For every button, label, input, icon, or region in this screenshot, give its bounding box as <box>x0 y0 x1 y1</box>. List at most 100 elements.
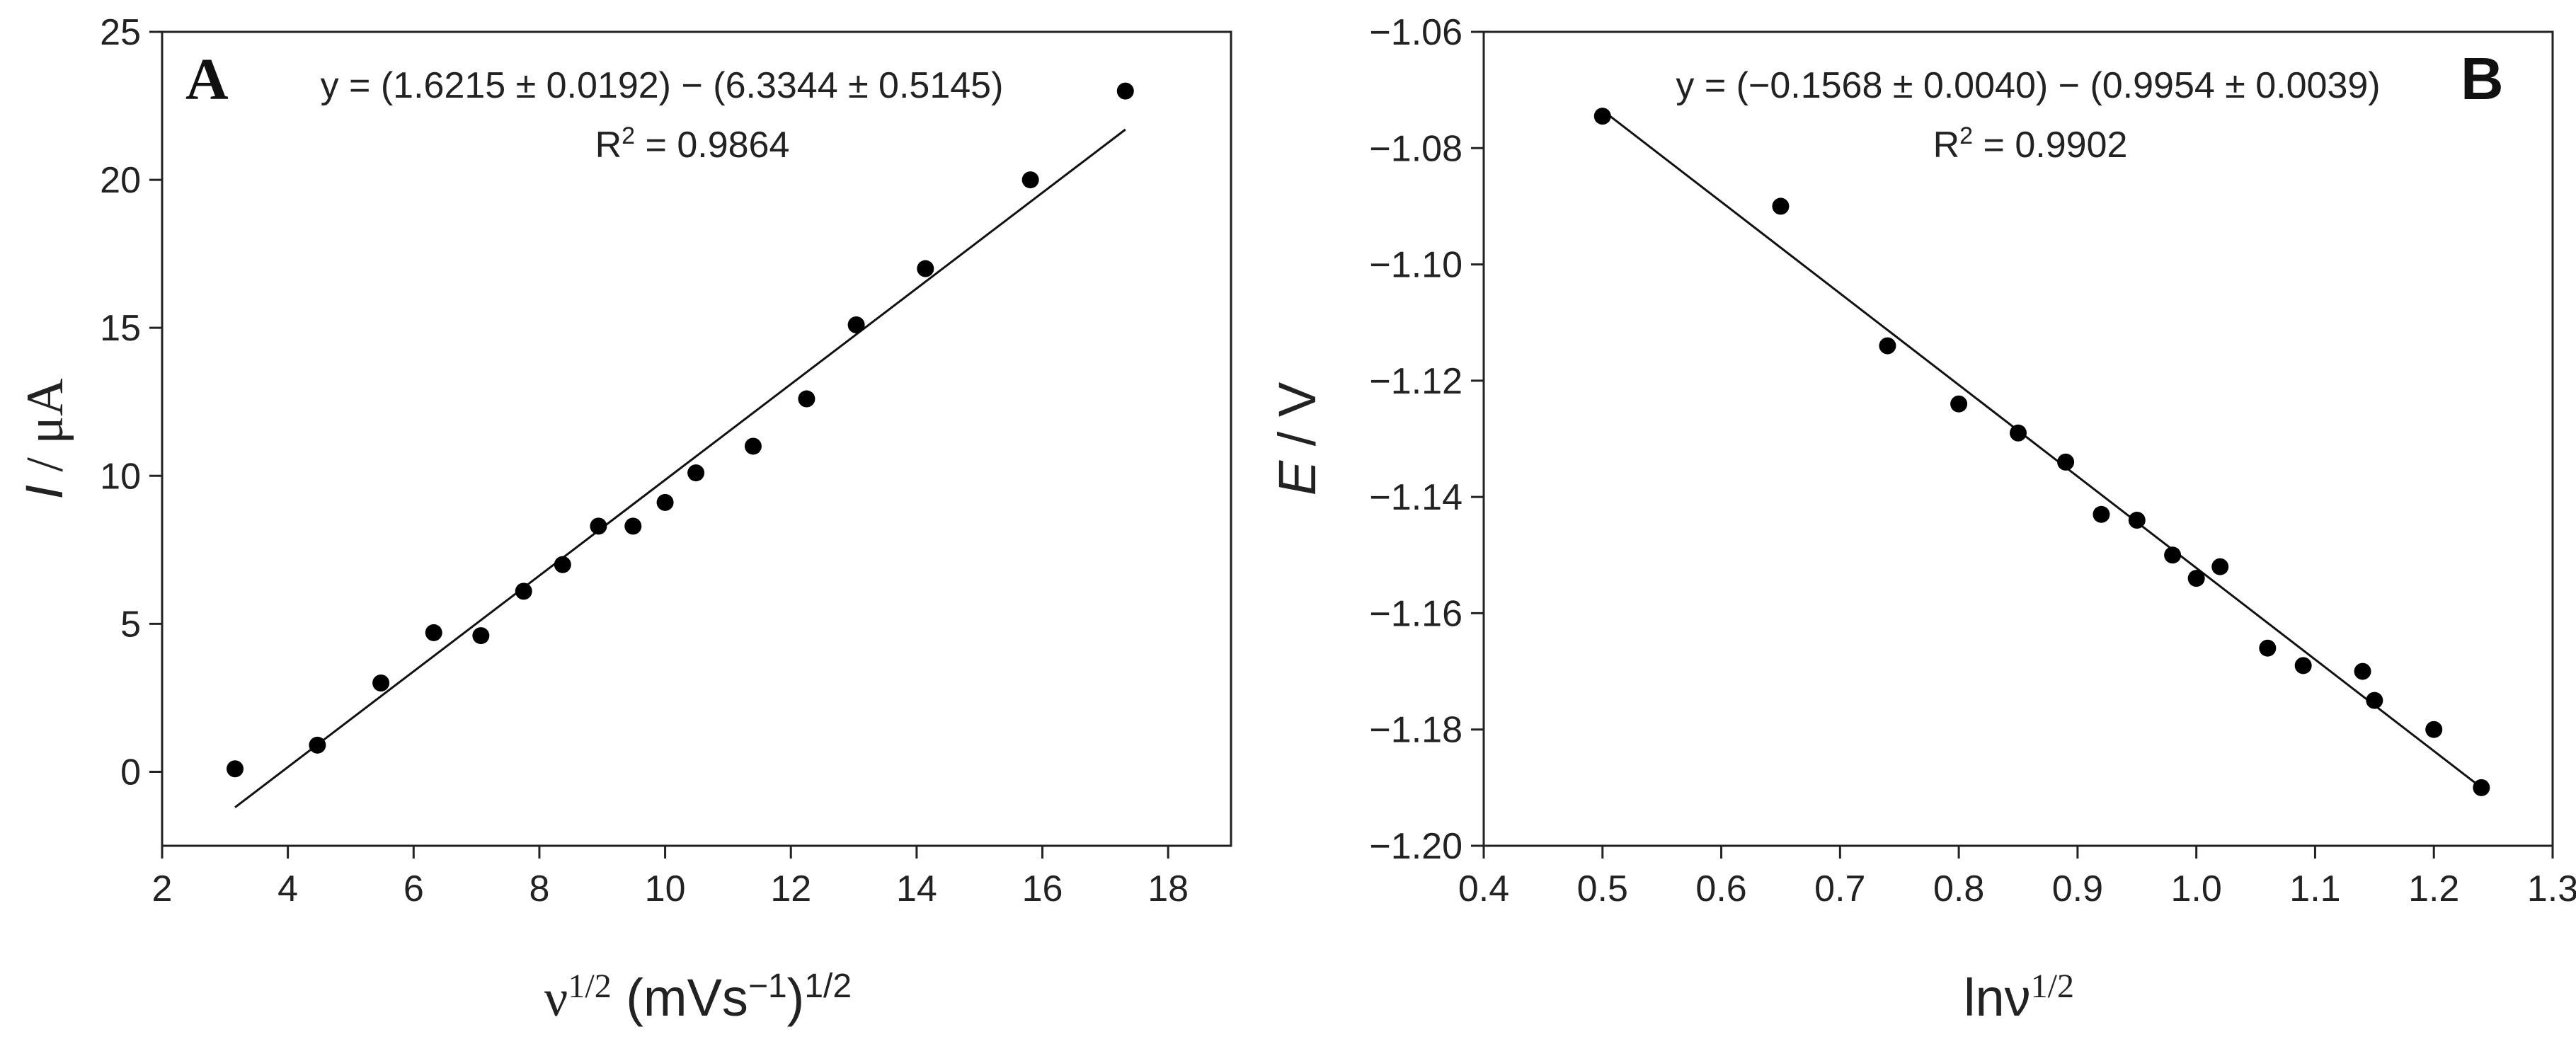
chart-b-y-ticks: −1.20 −1.18 −1.16 −1.14 −1.12 −1.10 −1.08 −1.06 <box>1369 12 1484 867</box>
chart-b-points <box>1593 108 2490 796</box>
chart-b-equation: y = (−0.1568 ± 0.0040) − (0.9954 ± 0.003… <box>1676 65 2380 106</box>
chart-a-x-tick-label: 12 <box>770 868 811 909</box>
chart-a-ylabel-rest: / μA <box>16 378 74 485</box>
chart-a-x-tick-label: 14 <box>896 868 937 909</box>
chart-a-x-axis-title: ν1/2 (mVs−1)1/2 <box>544 968 852 1028</box>
chart-b-xlabel-sup: 1/2 <box>2031 968 2074 1005</box>
chart-b-fit-line <box>1601 109 2483 789</box>
chart-a-data-point <box>847 316 865 333</box>
chart-a-data-point <box>624 517 642 535</box>
chart-b-plot-frame <box>1482 30 2554 847</box>
chart-b-data-point <box>2354 662 2371 680</box>
chart-a-data-point <box>309 736 326 754</box>
chart-b-data-point <box>2473 779 2490 796</box>
chart-a-r2-prefix: R <box>595 125 622 166</box>
chart-b-x-tick-label: 0.6 <box>1695 868 1746 909</box>
chart-b-r2-value: = 0.9902 <box>1973 125 2127 166</box>
chart-a-plot-frame <box>161 30 1232 847</box>
chart-b-x-tick-label: 1.3 <box>2527 868 2576 909</box>
chart-b-data-point <box>2366 691 2383 709</box>
chart-b-x-tick-label: 1.1 <box>2289 868 2340 909</box>
chart-a-data-point <box>472 627 490 645</box>
chart-a-r2-value: = 0.9864 <box>635 125 789 166</box>
chart-b-y-tick-label: −1.16 <box>1369 593 1462 634</box>
chart-b-y-tick-label: −1.10 <box>1369 245 1462 286</box>
chart-a-y-tick-label: 15 <box>100 308 141 349</box>
chart-b-x-tick-label: 0.8 <box>1933 868 1984 909</box>
chart-a-x-ticks: 2 4 6 8 10 12 14 16 18 <box>152 846 1189 909</box>
chart-a-x-tick-label: 8 <box>529 868 549 909</box>
chart-b-y-tick-label: −1.18 <box>1369 710 1462 751</box>
chart-a-data-point <box>554 556 571 573</box>
chart-b-r2-prefix: R <box>1933 125 1960 166</box>
chart-a-y-tick-label: 10 <box>100 456 141 497</box>
chart-b-fit-line-group <box>1601 109 2483 789</box>
chart-b-data-point <box>2164 546 2182 564</box>
chart-a-xlabel-tail: (mVs <box>612 968 748 1027</box>
chart-b-data-point <box>2259 639 2277 657</box>
chart-b-data-point <box>2294 657 2312 675</box>
chart-a-data-point <box>590 517 607 535</box>
chart-a-x-tick-label: 10 <box>645 868 686 909</box>
chart-a-data-point <box>744 437 762 455</box>
chart-a-x-tick-label: 4 <box>277 868 298 909</box>
chart-b-x-tick-label: 1.0 <box>2171 868 2222 909</box>
chart-a-data-point <box>687 464 705 482</box>
chart-a-y-axis-title: I / μA <box>15 378 74 499</box>
chart-a-x-tick-label: 16 <box>1022 868 1063 909</box>
chart-b-y-tick-label: −1.20 <box>1369 826 1462 867</box>
chart-a-x-tick-label: 18 <box>1147 868 1189 909</box>
chart-a-data-point <box>1116 82 1134 100</box>
chart-a-data-point <box>227 760 244 778</box>
chart-b-x-tick-label: 0.9 <box>2052 868 2103 909</box>
chart-b-y-tick-label: −1.14 <box>1369 477 1462 518</box>
chart-a-data-point <box>917 260 934 277</box>
chart-a-points <box>227 82 1134 778</box>
chart-b-x-axis-title: lnν1/2 <box>1964 968 2074 1028</box>
chart-b-panel-label: B <box>2461 45 2504 112</box>
chart-a-xlabel-tail-end-sup: 1/2 <box>804 968 852 1005</box>
chart-a-x-tick-label: 6 <box>403 868 424 909</box>
chart-b-data-point <box>2093 505 2110 523</box>
chart-a-xlabel-tail-sup: −1 <box>748 968 787 1005</box>
chart-b-data-point <box>2128 512 2146 529</box>
chart-a-y-tick-label: 25 <box>100 12 141 53</box>
chart-b-data-point <box>1950 395 1968 413</box>
chart-b-y-tick-label: −1.08 <box>1369 128 1462 169</box>
chart-a-y-tick-label: 0 <box>120 752 141 793</box>
chart-a-data-point <box>1021 171 1039 189</box>
chart-b-data-point <box>2010 424 2027 442</box>
chart-b-data-point <box>1879 337 1896 355</box>
chart-b-data-point <box>2211 558 2229 575</box>
chart-a-xlabel-sup: 1/2 <box>568 968 611 1005</box>
chart-b-data-point <box>1772 197 1790 215</box>
chart-b-r-squared: R2 = 0.9902 <box>1933 122 2128 166</box>
chart-a-y-tick-label: 5 <box>120 604 141 645</box>
chart-b-y-tick-label: −1.06 <box>1369 12 1462 53</box>
chart-b-data-point <box>2187 570 2205 587</box>
chart-b-ylabel-rest: / V <box>1268 381 1327 461</box>
chart-b-y-tick-label: −1.12 <box>1369 361 1462 402</box>
chart-a-fit-line-group <box>234 128 1126 808</box>
chart-b-x-tick-label: 0.4 <box>1458 868 1509 909</box>
chart-a-data-point <box>798 390 815 408</box>
chart-a-y-ticks: 0 5 10 15 20 25 <box>100 12 162 793</box>
chart-b: 0.4 0.5 0.6 0.7 0.8 0.9 1.0 1.1 1.2 1.3 −1.20 −1.1… <box>1268 12 2576 1027</box>
chart-a-data-point <box>425 624 442 641</box>
chart-a-data-point <box>372 675 390 691</box>
chart-b-x-tick-label: 0.5 <box>1577 868 1628 909</box>
chart-a-r2-sup: 2 <box>622 122 635 149</box>
chart-b-ylabel-italic: E <box>1268 459 1327 495</box>
chart-b-y-axis-title: E / V <box>1268 381 1327 495</box>
chart-a-y-tick-label: 20 <box>100 160 141 201</box>
chart-a-fit-line <box>234 128 1126 808</box>
chart-a-equation: y = (1.6215 ± 0.0192) − (6.3344 ± 0.5145… <box>321 65 1004 106</box>
chart-a-ylabel-italic: I <box>15 485 74 500</box>
chart-b-x-tick-label: 0.7 <box>1814 868 1865 909</box>
chart-a-data-point <box>656 493 674 511</box>
chart-a: 2 4 6 8 10 12 14 16 18 0 5 10 15 20 25 A y = (1.6215 … <box>15 12 1232 1028</box>
chart-b-r2-sup: 2 <box>1959 122 1973 149</box>
chart-a-xlabel-tail-end: ) <box>787 968 805 1027</box>
chart-b-data-point <box>2425 721 2443 738</box>
